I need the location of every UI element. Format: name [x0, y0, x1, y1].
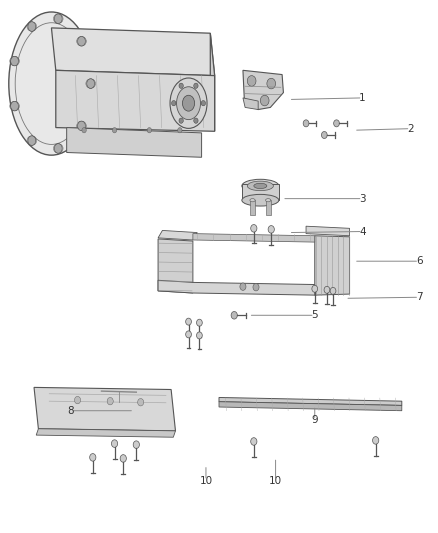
- Circle shape: [251, 438, 257, 445]
- Circle shape: [133, 441, 139, 448]
- Circle shape: [194, 83, 198, 88]
- Ellipse shape: [242, 195, 279, 206]
- Ellipse shape: [9, 12, 94, 155]
- Circle shape: [373, 437, 379, 444]
- Text: 9: 9: [311, 415, 318, 425]
- Circle shape: [179, 118, 184, 123]
- Bar: [250, 200, 255, 215]
- Polygon shape: [210, 33, 215, 131]
- Polygon shape: [56, 70, 215, 131]
- Circle shape: [11, 56, 18, 66]
- Ellipse shape: [265, 199, 271, 202]
- Circle shape: [251, 224, 257, 232]
- Polygon shape: [51, 28, 215, 76]
- Circle shape: [186, 331, 191, 338]
- Circle shape: [179, 83, 184, 88]
- Polygon shape: [243, 98, 258, 110]
- Polygon shape: [193, 233, 315, 242]
- Circle shape: [194, 118, 198, 123]
- Ellipse shape: [254, 183, 267, 189]
- Circle shape: [28, 136, 36, 146]
- Circle shape: [330, 287, 336, 294]
- Text: 5: 5: [311, 310, 318, 320]
- Ellipse shape: [250, 199, 255, 202]
- Circle shape: [267, 78, 276, 89]
- Circle shape: [11, 101, 18, 111]
- Bar: [242, 184, 279, 200]
- Polygon shape: [158, 280, 323, 295]
- Circle shape: [247, 76, 256, 86]
- Circle shape: [54, 144, 62, 153]
- Circle shape: [172, 101, 176, 106]
- Text: 10: 10: [199, 476, 212, 486]
- Circle shape: [82, 127, 86, 133]
- Text: 6: 6: [416, 256, 423, 266]
- Circle shape: [87, 79, 95, 88]
- Ellipse shape: [242, 179, 279, 192]
- Ellipse shape: [177, 87, 201, 119]
- Circle shape: [240, 283, 246, 290]
- Text: 10: 10: [269, 476, 282, 486]
- Circle shape: [303, 120, 309, 127]
- Text: 2: 2: [407, 124, 414, 134]
- Circle shape: [120, 455, 126, 462]
- Text: 1: 1: [359, 93, 366, 103]
- Circle shape: [260, 95, 269, 106]
- Circle shape: [78, 36, 85, 46]
- Polygon shape: [158, 230, 197, 240]
- Polygon shape: [158, 239, 193, 293]
- Circle shape: [231, 311, 237, 319]
- Circle shape: [197, 319, 202, 326]
- Circle shape: [324, 286, 330, 293]
- Ellipse shape: [247, 181, 273, 191]
- Polygon shape: [306, 226, 350, 236]
- Circle shape: [28, 22, 36, 31]
- Polygon shape: [219, 402, 402, 411]
- Text: 8: 8: [68, 406, 74, 416]
- Text: 4: 4: [359, 227, 366, 237]
- Polygon shape: [315, 236, 350, 295]
- Polygon shape: [67, 127, 201, 157]
- Bar: [265, 200, 271, 215]
- Circle shape: [321, 132, 327, 139]
- Text: 7: 7: [416, 292, 423, 302]
- Text: 3: 3: [359, 193, 366, 204]
- Circle shape: [78, 121, 85, 131]
- Polygon shape: [219, 398, 402, 406]
- Circle shape: [186, 318, 191, 325]
- Polygon shape: [243, 70, 283, 110]
- Circle shape: [74, 397, 81, 404]
- Circle shape: [201, 101, 205, 106]
- Circle shape: [90, 454, 96, 461]
- Circle shape: [268, 225, 274, 233]
- Circle shape: [107, 398, 113, 405]
- Circle shape: [113, 127, 117, 133]
- Circle shape: [178, 127, 182, 133]
- Circle shape: [253, 284, 259, 291]
- Ellipse shape: [170, 78, 207, 128]
- Ellipse shape: [183, 95, 194, 111]
- Circle shape: [138, 399, 144, 406]
- Circle shape: [334, 120, 339, 127]
- Circle shape: [147, 127, 152, 133]
- Polygon shape: [36, 429, 176, 437]
- Circle shape: [54, 14, 62, 23]
- Polygon shape: [34, 387, 176, 431]
- Circle shape: [312, 285, 318, 292]
- Circle shape: [111, 440, 118, 447]
- Circle shape: [197, 332, 202, 339]
